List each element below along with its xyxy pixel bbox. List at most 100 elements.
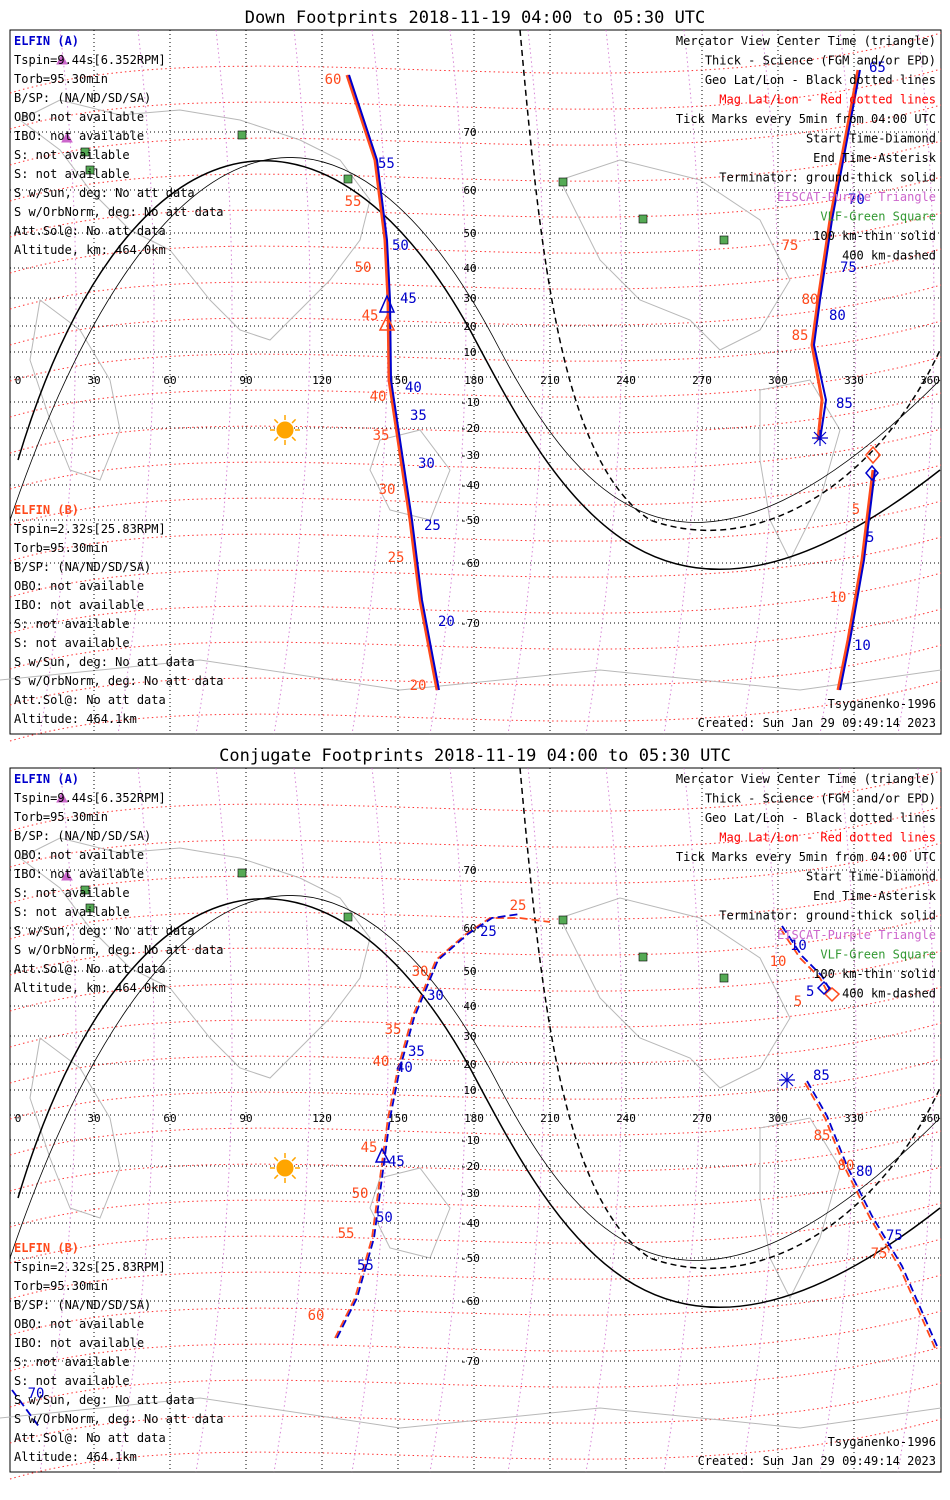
lat-tick-label: 40: [463, 1000, 476, 1013]
lon-tick-label: 360: [920, 374, 940, 387]
legend-entry: VLF-Green Square: [820, 210, 936, 224]
sun-icon: [270, 415, 300, 445]
vlf-station-square-icon: [80, 147, 90, 157]
legend-entry: VLF-Green Square: [820, 948, 936, 962]
lat-tick-label: -70: [460, 617, 480, 630]
track-time-label-a: 30: [418, 456, 435, 472]
track-time-label-b: 60: [325, 72, 342, 88]
spacecraft-info-line: B/SP: (NA/ND/SD/SA): [14, 1298, 151, 1312]
eiscat-triangle-icon: [61, 131, 73, 143]
spacecraft-info-line: S w/OrbNorm, deg: No att data: [14, 205, 224, 219]
track-time-label-a: 25: [424, 518, 441, 534]
satellite-tracks: [345, 69, 881, 691]
spacecraft-info-line: Altitude, km: 464.0km: [14, 981, 166, 995]
eiscat-triangle-icon: [61, 869, 73, 881]
legend-entry: Thick - Science (FGM and/or EPD): [705, 792, 936, 806]
legend-entry: Mag Lat/Lon - Red dotted lines: [719, 93, 936, 107]
track-time-label-b: 20: [410, 678, 427, 694]
lon-tick-label: 360: [920, 1112, 940, 1125]
lon-tick-label: 30: [87, 374, 100, 387]
spacecraft-info-line: OBO: not available: [14, 1317, 144, 1331]
lon-tick-label: 330: [844, 1112, 864, 1125]
lat-tick-label: -30: [460, 1187, 480, 1200]
track-time-label-b: 5: [852, 502, 860, 518]
spacecraft-header: ELFIN (A): [14, 34, 79, 48]
elfin-a-info: ELFIN (A) Tspin=9.44s[6.352RPM] Torb=95.30…: [14, 772, 224, 995]
lat-tick-label: -60: [460, 1295, 480, 1308]
panel-title: Conjugate Footprints 2018-11-19 04:00 to…: [219, 746, 731, 766]
spacecraft-info-line: Altitude: 464.1km: [14, 1450, 137, 1464]
vlf-station-square-icon: [85, 903, 95, 913]
lon-tick-label: 180: [464, 1112, 484, 1125]
legend-entry: Mag Lat/Lon - Red dotted lines: [719, 831, 936, 845]
track-time-label-a: 80: [829, 308, 846, 324]
lon-tick-label: 60: [163, 1112, 176, 1125]
lon-tick-label: 240: [616, 374, 636, 387]
lon-tick-label: 270: [692, 374, 712, 387]
lon-tick-label: 270: [692, 1112, 712, 1125]
lon-tick-label: 60: [163, 374, 176, 387]
lon-tick-label: 120: [312, 1112, 332, 1125]
track-time-label-a: 40: [405, 380, 422, 396]
created-timestamp: Created: Sun Jan 29 09:49:14 2023: [698, 1454, 936, 1468]
vlf-station-square-icon: [638, 214, 648, 224]
spacecraft-info-line: S: not available: [14, 617, 130, 631]
track-time-label-a: 10: [854, 638, 871, 654]
spacecraft-info-line: S: not available: [14, 1355, 130, 1369]
track-time-label-a: 35: [410, 408, 427, 424]
lon-tick-label: 150: [388, 1112, 408, 1125]
track-time-label-a: 85: [836, 396, 853, 412]
lon-tick-label: 330: [844, 374, 864, 387]
map-legend: Mercator View Center Time (triangle) Thic…: [676, 772, 937, 1001]
spacecraft-info-line: Altitude: 464.1km: [14, 712, 137, 726]
legend-entry: 400 km-dashed: [842, 249, 936, 263]
track-time-label-b: 85: [814, 1128, 831, 1144]
lon-tick-label: 300: [768, 1112, 788, 1125]
track-time-label-b: 50: [355, 260, 372, 276]
lon-tick-label: 30: [87, 1112, 100, 1125]
spacecraft-info-line: Tspin=2.32s[25.83RPM]: [14, 522, 166, 536]
legend-entry: Geo Lat/Lon - Black dotted lines: [705, 73, 936, 87]
spacecraft-info-line: S: not available: [14, 167, 130, 181]
lon-tick-label: 0: [15, 374, 22, 387]
mag-lat-lon-grid: [9, 767, 942, 1480]
track-time-label-b: 80: [838, 1158, 855, 1174]
spacecraft-info-line: S: not available: [14, 1374, 130, 1388]
vlf-station-square-icon: [638, 952, 648, 962]
track-time-label-a: 35: [408, 1044, 425, 1060]
spacecraft-info-line: Torb=95.30min: [14, 1279, 108, 1293]
legend-entry: Thick - Science (FGM and/or EPD): [705, 54, 936, 68]
spacecraft-info-line: IBO: not available: [14, 867, 144, 881]
terminator-lines: [9, 767, 941, 1309]
spacecraft-info-line: Torb=95.30min: [14, 72, 108, 86]
spacecraft-info-line: S: not available: [14, 636, 130, 650]
vlf-station-square-icon: [719, 235, 729, 245]
track-time-label-b: 35: [373, 428, 390, 444]
conjugate-footprints-panel: Conjugate Footprints 2018-11-19 04:00 to…: [0, 738, 950, 1492]
track-time-label-b: 45: [361, 1140, 378, 1156]
eiscat-triangle-icon: [56, 791, 68, 803]
map-frame: [9, 29, 942, 735]
lon-tick-label: 210: [540, 1112, 560, 1125]
spacecraft-info-line: IBO: not available: [14, 598, 144, 612]
map-frame: [9, 767, 942, 1473]
spacecraft-info-line: B/SP: (NA/ND/SD/SA): [14, 91, 151, 105]
lon-tick-label: 120: [312, 374, 332, 387]
lat-tick-label: 70: [463, 864, 476, 877]
track-time-label-a: 75: [840, 260, 857, 276]
lat-tick-label: 30: [463, 292, 476, 305]
vlf-station-square-icon: [343, 912, 353, 922]
lat-tick-label: 10: [463, 346, 476, 359]
lat-tick-label: 10: [463, 1084, 476, 1097]
track-time-label-a: 85: [813, 1068, 830, 1084]
spacecraft-info-line: Torb=95.30min: [14, 810, 108, 824]
track-time-label-a: 40: [396, 1060, 413, 1076]
track-time-label-a: 20: [438, 614, 455, 630]
spacecraft-header: ELFIN (A): [14, 772, 79, 786]
track-time-label-a: 5: [806, 984, 814, 1000]
track-time-label-a: 30: [427, 988, 444, 1004]
track-time-label-b: 5: [794, 994, 802, 1010]
track-time-label-a: 80: [856, 1164, 873, 1180]
lat-tick-label: 30: [463, 1030, 476, 1043]
spacecraft-info-line: B/SP: (NA/ND/SD/SA): [14, 829, 151, 843]
